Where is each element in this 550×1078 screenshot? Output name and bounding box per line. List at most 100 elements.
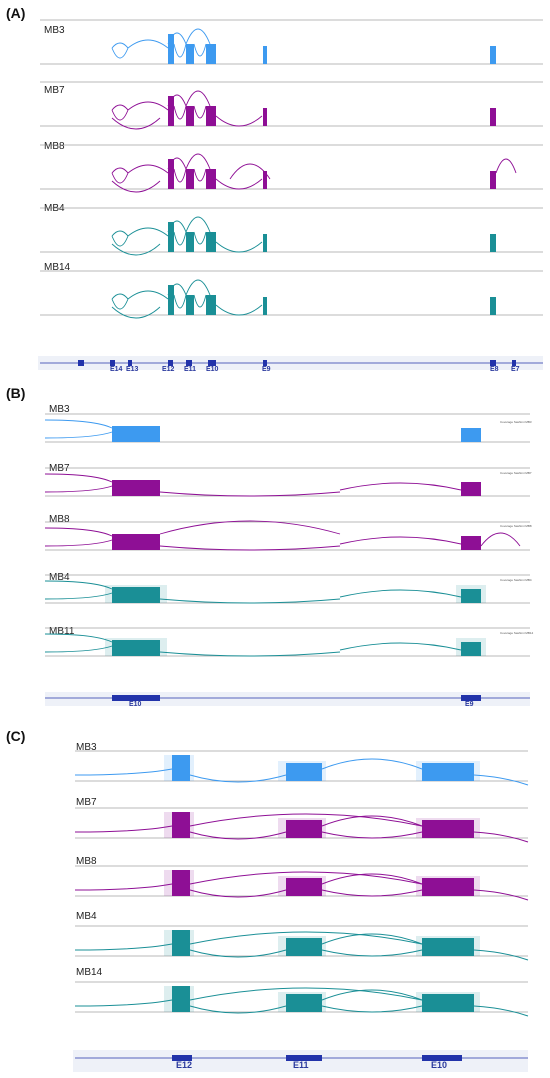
- junction-e8-e7-a-2: [495, 158, 517, 174]
- exon-e9-a-4: [263, 297, 267, 315]
- junction-e12-e11-c-1: [189, 831, 287, 840]
- track-label-b-0: MB3: [49, 404, 70, 415]
- panel-label-a: (A): [6, 5, 25, 21]
- junction-left-c-3: [74, 943, 173, 951]
- junction-e11-e10-lower-c-3: [321, 949, 423, 957]
- exon-e10-a-2: [206, 169, 216, 189]
- exon-e10-a-4: [206, 295, 216, 315]
- track-label-a-1: MB7: [44, 85, 65, 96]
- exon-e9-b-4: [461, 642, 481, 656]
- junction-right-c-2: [473, 889, 529, 901]
- exon-e12-c-4: [172, 986, 190, 1012]
- junction-e11-e10-c-3: [321, 933, 423, 945]
- track-note-b-1: Coverage Sashimi MB7: [500, 471, 532, 475]
- exon-e9-a-1: [263, 108, 267, 126]
- exon-e10-a-0: [206, 44, 216, 64]
- exon-e9-b-1: [461, 482, 481, 496]
- junction-long-lower-a-2: [111, 180, 161, 193]
- exon-e11-c-2: [286, 878, 322, 896]
- junction-lower-4-a-1: [193, 105, 207, 119]
- junction-right-c-0: [473, 774, 529, 786]
- junction-left-upper-b-2: [44, 527, 113, 537]
- gene-exon-a-0: [78, 360, 84, 366]
- junction-e12-e11-c-4: [189, 1005, 287, 1014]
- junction-lower-3-a-0: [173, 43, 187, 58]
- track-label-b-2: MB8: [49, 514, 70, 525]
- gene-exon-a-6: [263, 360, 267, 366]
- junction-e11-e10-c-4: [321, 989, 423, 1001]
- junction-lower-3-a-4: [173, 294, 187, 309]
- junction-right-b-2: [480, 532, 521, 547]
- track-label-a-4: MB14: [44, 262, 71, 273]
- exon-e11-c-3: [286, 938, 322, 956]
- track-label-b-3: MB4: [49, 572, 70, 583]
- gene-exon-b-0: [112, 695, 160, 701]
- panel-label-b: (B): [6, 385, 25, 401]
- exon-e11-a-0: [186, 44, 194, 64]
- junction-left-upper-b-4: [44, 633, 113, 643]
- track-label-b-1: MB7: [49, 463, 70, 474]
- junction-upper-1-a-4: [111, 293, 129, 300]
- track-label-c-3: MB4: [76, 911, 97, 922]
- exon-label-c-1: E11: [293, 1060, 309, 1070]
- gene-exon-b-1: [461, 695, 481, 701]
- junction-long-lower-a-4: [111, 306, 161, 319]
- track-label-c-1: MB7: [76, 797, 97, 808]
- panel-b: MB3 MB7 MB8 MB4 MB11 Coverage Sashimi MB…: [44, 404, 534, 708]
- junction-left-c-4: [74, 999, 173, 1007]
- junction-left-upper-b-3: [44, 580, 113, 590]
- track-label-c-4: MB14: [76, 967, 103, 978]
- exon-label-c-0: E12: [176, 1060, 192, 1070]
- track-note-b-2: Coverage Sashimi MB8: [500, 524, 532, 528]
- junction-right-c-1: [473, 831, 529, 843]
- junction-e10-mid-b-1: [159, 491, 341, 497]
- junction-e10-e9-a-1: [215, 115, 263, 127]
- gene-exon-c-1: [286, 1055, 322, 1061]
- exon-e11-a-2: [186, 169, 194, 189]
- track-note-b-0: Coverage Sashimi MB3: [500, 420, 532, 424]
- exon-label-a-5: E9: [262, 366, 271, 373]
- junction-e11-e10-c-1: [321, 815, 423, 827]
- exon-e10-b-2: [112, 534, 160, 550]
- junction-upper-3-a-3: [167, 220, 187, 233]
- exon-e11-c-4: [286, 994, 322, 1012]
- junction-upper-3-a-4: [167, 283, 187, 296]
- junction-mid-e9-b-1: [339, 482, 462, 491]
- exon-e12-a-2: [168, 159, 174, 189]
- gene-exon-a-5: [208, 360, 216, 366]
- junction-lower-4-a-3: [193, 231, 207, 245]
- gene-track-bg-b: [45, 692, 530, 706]
- exon-e11-a-3: [186, 232, 194, 252]
- junction-lower-1-a-3: [111, 235, 129, 247]
- junction-left-lower-b-3: [44, 592, 113, 600]
- junction-lower-4-a-2: [193, 168, 207, 182]
- junction-upper-long-b-2: [159, 520, 341, 535]
- junction-lower-1-a-0: [111, 47, 129, 59]
- junction-lower-1-a-2: [111, 172, 129, 184]
- panel-c-tracks: [74, 750, 529, 1017]
- junction-long-lower-a-3: [111, 243, 161, 256]
- junction-upper-4-a-3: [185, 216, 211, 233]
- junction-right-c-3: [473, 949, 529, 961]
- exon-e12-a-4: [168, 285, 174, 315]
- junction-upper-1-a-2: [111, 167, 129, 174]
- junction-upper-4-a-0: [185, 28, 211, 45]
- junction-upper-1-a-1: [111, 104, 129, 111]
- junction-mid-e9-b-3: [339, 589, 462, 598]
- gene-exon-a-3: [168, 360, 173, 366]
- exon-e10-b-1: [112, 480, 160, 496]
- junction-e11-e10-c-0: [321, 758, 423, 770]
- exon-e10-c-4: [422, 994, 474, 1012]
- exon-e10-a-3: [206, 232, 216, 252]
- exon-label-b-0: E10: [129, 701, 142, 708]
- exon-label-a-4: E10: [206, 366, 219, 373]
- junction-left-c-0: [74, 768, 173, 776]
- junction-e10-e9-a-3: [215, 241, 263, 253]
- exon-e9-a-0: [263, 46, 267, 64]
- junction-lower-3-a-3: [173, 231, 187, 246]
- panel-label-c: (C): [6, 728, 25, 744]
- exon-e8-a-4: [490, 297, 496, 315]
- junction-upper-4-a-1: [185, 90, 211, 107]
- exon-e12-a-1: [168, 96, 174, 126]
